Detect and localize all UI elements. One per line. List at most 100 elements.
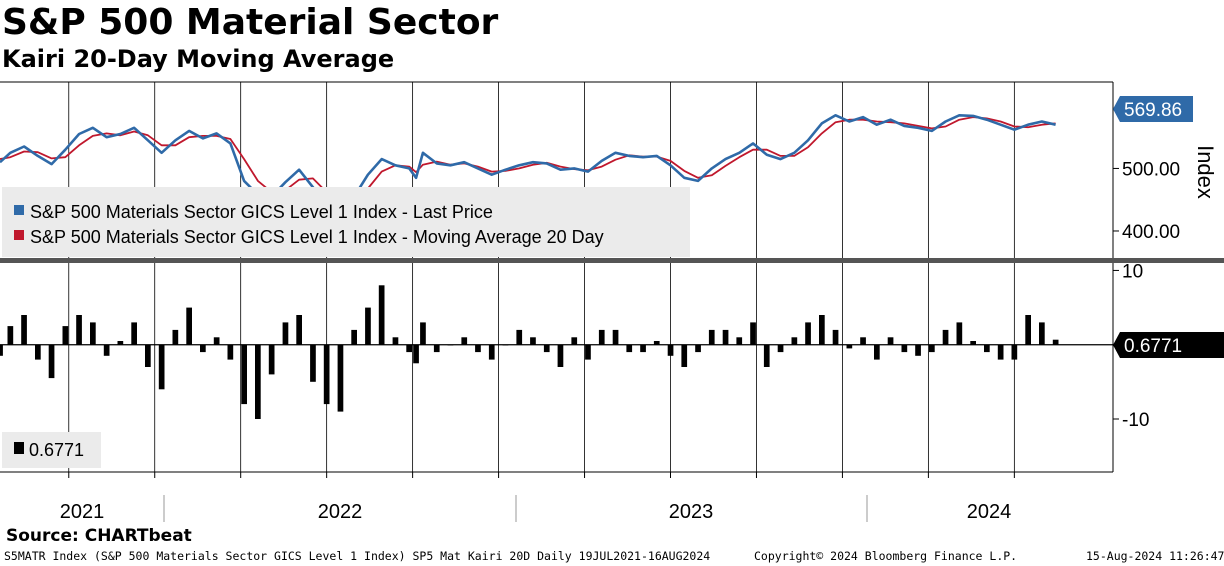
kairi-bar [942, 329, 949, 345]
kairi-bar [48, 344, 55, 379]
lower-y-tick-label: -10 [1122, 410, 1149, 431]
kairi-bar [241, 344, 247, 405]
x-label-2024: 2024 [967, 501, 1012, 523]
kairi-bar [516, 329, 523, 345]
kairi-bar [791, 337, 798, 345]
kairi-bar [172, 329, 179, 345]
kairi-bar [819, 315, 825, 345]
kairi-bar [103, 344, 110, 356]
upper-series [0, 114, 1056, 211]
kairi-bar [365, 307, 371, 345]
kairi-bar [502, 344, 509, 346]
kairi-bar [310, 344, 316, 382]
kairi-bar [296, 315, 302, 345]
legend-label-ma: S&P 500 Materials Sector GICS Level 1 In… [30, 227, 604, 247]
footer-timestamp: 15-Aug-2024 11:26:47 [1086, 549, 1224, 563]
footer-copyright: Copyright© 2024 Bloomberg Finance L.P. [754, 549, 1018, 563]
kairi-bar [461, 337, 468, 345]
lower-y-ticks: 10 -10 [0, 261, 1149, 431]
kairi-last-value-badge [1113, 332, 1224, 358]
kairi-bar [378, 285, 385, 345]
kairi-bar [117, 341, 124, 345]
kairi-bar [598, 329, 605, 345]
ma-line [0, 116, 1056, 206]
kairi-bars [0, 285, 1059, 419]
kairi-bar [0, 344, 3, 356]
lower-panel: 10 -10 0.6771 0.6771 [0, 261, 1224, 472]
kairi-bar [227, 344, 234, 360]
kairi-bar [1025, 315, 1031, 345]
kairi-bar [750, 322, 756, 345]
upper-y-tick-label: 400.00 [1122, 222, 1180, 243]
kairi-bar [21, 315, 27, 345]
chart-subtitle: Kairi 20-Day Moving Average [2, 45, 395, 73]
kairi-bar [1039, 322, 1045, 345]
price-last-value-label: 569.86 [1124, 100, 1182, 121]
kairi-bar [7, 326, 14, 345]
price-line [0, 114, 1056, 211]
footer-series-info: S5MATR Index (S&P 500 Materials Sector G… [4, 549, 711, 563]
kairi-bar [626, 344, 633, 353]
kairi-bar [392, 337, 399, 345]
kairi-bar [612, 329, 619, 345]
kairi-bar [997, 344, 1004, 360]
kairi-bar [351, 329, 357, 345]
kairi-bar [681, 344, 688, 367]
kairi-bar [887, 337, 894, 345]
kairi-bar [915, 344, 921, 356]
kairi-bar [708, 329, 715, 345]
price-last-value-badge [1113, 96, 1193, 122]
lower-gridlines [68, 263, 1015, 472]
kairi-bar [763, 344, 770, 367]
kairi-bar [447, 344, 454, 346]
legend-swatch-price [14, 205, 24, 215]
kairi-bar [186, 307, 192, 345]
kairi-bar [255, 344, 261, 419]
x-axis: 2021 2022 2023 2024 [0, 471, 1113, 523]
kairi-bar [970, 341, 976, 345]
kairi-bar [420, 322, 426, 345]
kairi-bar [90, 322, 96, 345]
kairi-bar [488, 344, 495, 360]
kairi-bar [433, 344, 440, 353]
kairi-bar [145, 344, 151, 367]
kairi-bar [200, 344, 206, 353]
kairi-bar [777, 344, 784, 353]
kairi-bar [268, 344, 275, 375]
kairi-bar [929, 344, 935, 353]
kairi-bar [571, 337, 578, 345]
upper-panel: 400.00 500.00 S&P 500 Materials Sector GI… [0, 81, 1218, 258]
kairi-bar [35, 344, 41, 360]
x-label-2023: 2023 [669, 501, 714, 523]
kairi-bar [736, 337, 743, 345]
kairi-bar [530, 337, 536, 345]
kairi-bar [956, 322, 963, 345]
kairi-bar [1011, 344, 1018, 360]
kairi-bar [653, 341, 660, 345]
chart-title: S&P 500 Material Sector [2, 2, 499, 43]
kairi-bar [585, 344, 591, 360]
kairi-last-value-label: 0.6771 [1124, 336, 1182, 357]
source-note: Source: CHARTbeat [6, 526, 192, 546]
legend-label-price: S&P 500 Materials Sector GICS Level 1 In… [30, 202, 493, 222]
kairi-bar [475, 344, 481, 353]
kairi-bar [874, 344, 880, 360]
upper-y-axis-title: Index [1193, 145, 1218, 199]
kairi-bar [282, 322, 289, 345]
kairi-bar [832, 329, 839, 345]
kairi-bar [158, 344, 165, 390]
kairi-bar [984, 344, 990, 353]
legend-swatch-ma [14, 230, 24, 240]
upper-y-ticks: 400.00 500.00 [1113, 159, 1180, 243]
kairi-bar [213, 337, 220, 345]
kairi-bar [667, 344, 674, 356]
kairi-bar [846, 344, 853, 349]
kairi-bar [901, 344, 908, 353]
legend-swatch-kairi [14, 442, 24, 454]
legend-label-kairi: 0.6771 [29, 440, 84, 460]
kairi-bar [1052, 339, 1059, 345]
kairi-bar [323, 344, 330, 405]
kairi-bar [337, 344, 344, 412]
kairi-bar [406, 344, 412, 353]
